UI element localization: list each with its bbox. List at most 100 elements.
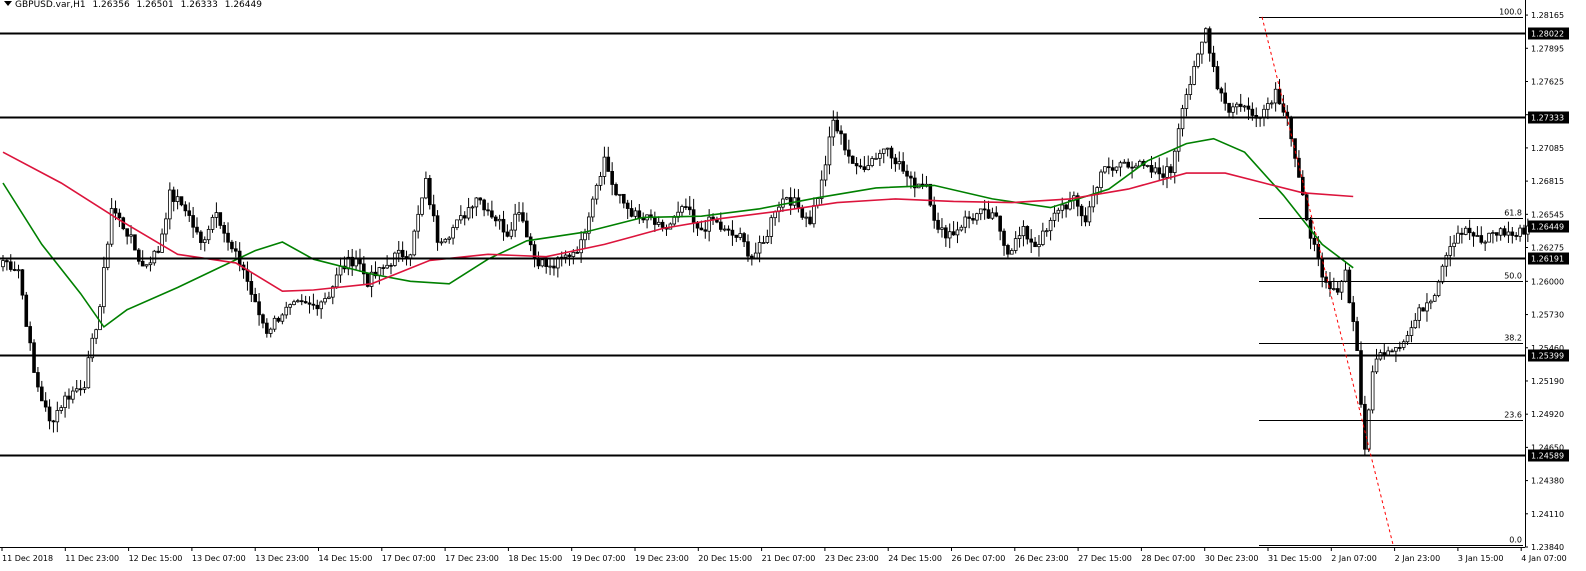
candle-body — [202, 239, 207, 243]
candle-body — [1157, 167, 1162, 175]
candle-body — [1118, 162, 1123, 168]
candle-body — [439, 241, 444, 244]
candle-body — [1200, 41, 1204, 55]
candle-body — [618, 193, 622, 196]
candle-body — [1417, 307, 1422, 321]
symbol-menu-icon[interactable] — [4, 1, 12, 6]
candle-body — [5, 260, 9, 263]
candle-body — [1250, 108, 1255, 116]
fib-level-label: 23.6 — [1504, 411, 1522, 420]
candle-body — [1044, 230, 1049, 233]
candle-body — [847, 149, 851, 157]
price-tick-label: 1.27085 — [1531, 144, 1564, 153]
time-tick-label: 20 Dec 15:00 — [698, 554, 752, 563]
candle-body — [1452, 242, 1456, 247]
time-tick-label: 11 Dec 2018 — [2, 554, 53, 563]
candle-body — [707, 216, 711, 232]
candle-body — [222, 225, 226, 234]
candle-body — [206, 228, 211, 241]
time-tick-label: 2 Jan 07:00 — [1331, 554, 1377, 563]
candle-body — [168, 189, 172, 220]
fib-trend-line[interactable] — [1261, 16, 1394, 545]
candle-body — [144, 264, 149, 267]
candle-body — [684, 206, 688, 208]
candle-body — [1165, 166, 1169, 178]
candle-body — [986, 209, 991, 219]
time-tick-label: 23 Dec 23:00 — [825, 554, 879, 563]
time-tick-label: 31 Dec 15:00 — [1268, 554, 1322, 563]
candle-body — [804, 216, 808, 219]
chart-header: GBPUSD.var,H1 1.26356 1.26501 1.26333 1.… — [0, 0, 266, 11]
candle-body — [1304, 194, 1309, 221]
candle-body — [936, 219, 940, 230]
candle-body — [889, 147, 894, 159]
candle-body — [513, 213, 517, 231]
level-price-tag — [1528, 252, 1569, 265]
candle-body — [1227, 102, 1231, 113]
candle-body — [1332, 288, 1336, 290]
candle-body — [1010, 250, 1014, 255]
candle-body — [769, 217, 774, 237]
candle-body — [1215, 66, 1220, 90]
price-tick-label: 1.24380 — [1531, 477, 1564, 486]
price-tick-label: 1.27625 — [1531, 77, 1564, 86]
candle-body — [24, 294, 29, 327]
candle-body — [214, 212, 219, 218]
candle-body — [1083, 215, 1088, 223]
candle-body — [1506, 231, 1511, 236]
candle-body — [711, 216, 715, 220]
candle-body — [963, 216, 968, 228]
candle-body — [1079, 205, 1084, 217]
candle-body — [1409, 327, 1414, 336]
fib-level-label: 38.2 — [1504, 334, 1522, 343]
candle-body — [396, 249, 401, 254]
candle-body — [330, 286, 335, 298]
candle-body — [28, 326, 32, 344]
candle-body — [191, 215, 195, 228]
candle-body — [160, 233, 164, 253]
candle-body — [1401, 341, 1406, 348]
candle-body — [955, 229, 960, 236]
candle-body — [656, 221, 661, 225]
candle-body — [781, 198, 785, 208]
candle-body — [1064, 204, 1068, 210]
candle-body — [1297, 157, 1301, 178]
candle-body — [905, 170, 909, 177]
candle-body — [1242, 105, 1247, 108]
candle-body — [1006, 245, 1010, 255]
level-price-tag — [1528, 349, 1569, 362]
candle-body — [1176, 128, 1181, 152]
candle-body — [885, 147, 890, 150]
candle-body — [1134, 165, 1138, 169]
candle-body — [1281, 103, 1286, 113]
candle-body — [1021, 226, 1026, 237]
candle-body — [1114, 166, 1119, 171]
candle-body — [233, 248, 238, 252]
candle-body — [1502, 228, 1507, 236]
candle-body — [195, 226, 199, 233]
price-tick-label: 1.26275 — [1531, 244, 1564, 253]
candle-body — [1277, 88, 1282, 105]
candle-body — [1238, 103, 1243, 107]
symbol-label: GBPUSD.var,H1 — [15, 0, 86, 10]
current-price-tag — [1528, 220, 1569, 233]
candle-body — [1273, 88, 1278, 104]
candle-body — [1475, 235, 1480, 237]
candle-body — [82, 387, 87, 390]
candle-body — [552, 265, 556, 269]
candle-body — [1436, 281, 1441, 296]
candle-body — [338, 265, 343, 276]
candle-body — [975, 213, 979, 221]
candle-body — [443, 238, 448, 243]
time-tick-label: 17 Dec 07:00 — [382, 554, 436, 563]
candle-body — [261, 314, 265, 324]
candle-body — [311, 303, 316, 306]
close-value: 1.26449 — [224, 0, 262, 10]
time-tick-label: 13 Dec 23:00 — [255, 554, 309, 563]
candle-body — [1223, 92, 1228, 104]
candle-body — [245, 269, 250, 282]
candle-body — [1207, 28, 1212, 54]
candle-body — [1219, 88, 1224, 94]
